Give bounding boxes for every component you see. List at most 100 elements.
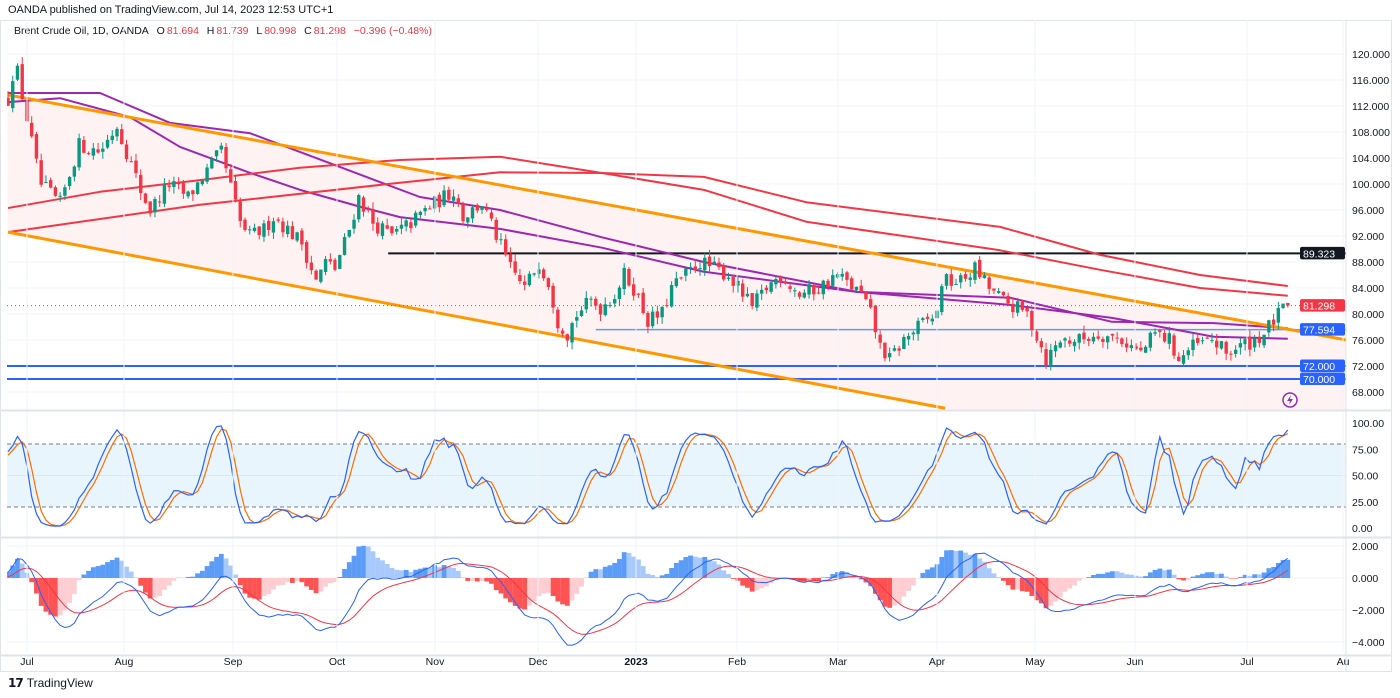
candle[interactable] <box>34 131 39 164</box>
candle[interactable] <box>1186 347 1190 360</box>
candle[interactable] <box>575 311 579 328</box>
candle[interactable] <box>703 253 707 276</box>
candle[interactable] <box>357 193 361 223</box>
candle[interactable] <box>385 218 389 230</box>
candle[interactable] <box>769 280 773 294</box>
candle[interactable] <box>821 279 825 300</box>
candle[interactable] <box>200 179 205 186</box>
candle[interactable] <box>594 296 598 311</box>
candle[interactable] <box>157 195 162 208</box>
candle[interactable] <box>470 205 475 223</box>
candle[interactable] <box>352 214 356 234</box>
candle[interactable] <box>480 206 484 214</box>
macd-line[interactable] <box>7 552 1289 646</box>
candle[interactable] <box>1248 330 1252 357</box>
candle[interactable] <box>522 275 527 291</box>
candle[interactable] <box>1030 309 1034 337</box>
moving-average-line-4[interactable] <box>7 155 1288 297</box>
candle[interactable] <box>1124 337 1129 353</box>
candle[interactable] <box>295 231 299 243</box>
candle[interactable] <box>1196 332 1200 346</box>
candle[interactable] <box>1191 333 1195 357</box>
candle[interactable] <box>873 304 878 339</box>
candle[interactable] <box>684 268 688 282</box>
candle[interactable] <box>722 262 726 282</box>
candle[interactable] <box>1020 299 1025 312</box>
candle[interactable] <box>906 332 911 346</box>
candle[interactable] <box>636 292 641 299</box>
candle[interactable] <box>1139 341 1143 352</box>
candle[interactable] <box>546 277 551 291</box>
candle[interactable] <box>565 333 570 348</box>
candle[interactable] <box>1011 298 1015 318</box>
candle[interactable] <box>774 276 778 289</box>
candle[interactable] <box>1110 333 1115 341</box>
candle[interactable] <box>205 163 209 185</box>
stoch-d-line[interactable] <box>7 428 1289 527</box>
candle[interactable] <box>750 292 754 310</box>
candle[interactable] <box>1243 337 1247 351</box>
candle[interactable] <box>669 281 674 308</box>
candle[interactable] <box>115 126 119 142</box>
lightning-icon[interactable] <box>1282 392 1298 408</box>
candle[interactable] <box>485 203 489 212</box>
candle[interactable] <box>1257 331 1262 348</box>
candle[interactable] <box>1148 331 1153 352</box>
candle[interactable] <box>741 279 745 302</box>
macd-pane[interactable] <box>6 545 1346 646</box>
candle[interactable] <box>859 279 863 293</box>
candle[interactable] <box>1091 332 1096 345</box>
candle[interactable] <box>911 330 916 341</box>
candle[interactable] <box>930 314 934 326</box>
candle[interactable] <box>532 272 536 277</box>
candle[interactable] <box>726 272 731 281</box>
candle[interactable] <box>707 249 712 273</box>
candle[interactable] <box>63 184 67 201</box>
candle[interactable] <box>224 142 228 173</box>
support-badge[interactable]: 77.594 <box>1300 323 1345 337</box>
candle[interactable] <box>418 210 423 219</box>
candle[interactable] <box>120 123 124 145</box>
candle[interactable] <box>831 269 835 287</box>
candle[interactable] <box>229 163 233 183</box>
candle[interactable] <box>541 267 546 281</box>
candle[interactable] <box>214 150 219 162</box>
candle[interactable] <box>1025 307 1029 318</box>
candle[interactable] <box>96 142 100 154</box>
candle[interactable] <box>1177 352 1181 362</box>
candle[interactable] <box>646 311 650 334</box>
candle[interactable] <box>631 277 636 301</box>
candle[interactable] <box>191 189 195 201</box>
candle[interactable] <box>613 294 617 308</box>
candle[interactable] <box>1034 329 1039 343</box>
candle[interactable] <box>423 205 427 216</box>
candle[interactable] <box>176 177 181 190</box>
candle[interactable] <box>778 275 783 288</box>
candle[interactable] <box>854 286 859 292</box>
candle[interactable] <box>883 342 887 362</box>
candle[interactable] <box>584 291 588 313</box>
candle[interactable] <box>252 223 257 233</box>
candle[interactable] <box>944 273 949 290</box>
candle[interactable] <box>878 330 882 349</box>
candle[interactable] <box>72 165 77 182</box>
candle[interactable] <box>764 284 769 294</box>
candle[interactable] <box>1224 340 1228 361</box>
candle[interactable] <box>1134 343 1138 351</box>
candle[interactable] <box>248 225 252 235</box>
candle[interactable] <box>797 291 802 300</box>
candle[interactable] <box>745 287 750 298</box>
candle[interactable] <box>1167 326 1171 350</box>
candle[interactable] <box>556 306 560 333</box>
candle[interactable] <box>53 185 58 198</box>
resistance-badge[interactable]: 89.323 <box>1300 246 1345 261</box>
candle[interactable] <box>1229 350 1233 361</box>
candle[interactable] <box>527 271 532 287</box>
candle[interactable] <box>44 175 48 184</box>
candle[interactable] <box>77 133 81 171</box>
candle[interactable] <box>892 345 897 352</box>
candle[interactable] <box>755 289 759 312</box>
candle[interactable] <box>897 345 901 357</box>
moving-average-line-2[interactable] <box>7 97 1288 340</box>
candle[interactable] <box>1096 330 1100 341</box>
